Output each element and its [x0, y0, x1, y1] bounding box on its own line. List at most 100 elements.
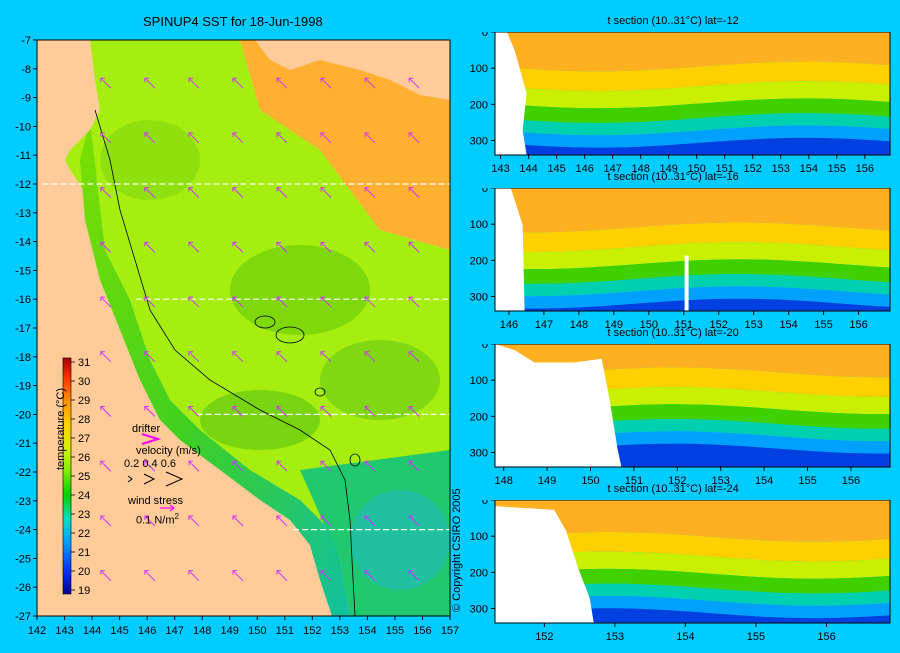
wind-arrowhead [364, 351, 370, 356]
section-plot: 0 100 200 300 152 153 154 155 156 [470, 500, 891, 643]
lon-tick-label: 143 [491, 163, 509, 175]
map-y-tick-label: -9 [21, 93, 31, 105]
wind-arrowhead [320, 515, 326, 520]
depth-tick-label: 0 [482, 32, 488, 39]
temperature-layer [495, 298, 890, 311]
wind-stress-legend-arrow [160, 504, 175, 512]
depth-tick-label: 0 [482, 344, 488, 351]
wind-arrowhead [144, 296, 149, 302]
wind-arrowhead [276, 515, 282, 520]
wind-arrow [364, 132, 376, 144]
wind-arrow [408, 132, 420, 144]
temperature-layer [495, 61, 890, 91]
temperature-layer [495, 286, 890, 309]
temperature-layer [495, 583, 890, 606]
lon-tick-label: 148 [631, 163, 649, 175]
map-x-tick-label: 153 [331, 625, 349, 637]
wind-arrowhead [320, 406, 326, 411]
depth-tick-label: 0 [482, 188, 488, 195]
wind-arrow [188, 515, 200, 527]
temperature-layer [495, 32, 890, 72]
wind-arrowhead [100, 132, 105, 137]
temperature-layer [495, 81, 890, 109]
lon-tick-label: 151 [625, 475, 643, 487]
map-y-tick-label: -26 [15, 582, 31, 594]
colorbar-tick-label: 29 [78, 395, 90, 407]
map-x-tick-label: 154 [358, 625, 376, 637]
depth-tick-label: 0 [482, 500, 488, 507]
coastal-shelf-water [80, 120, 350, 616]
wind-arrowhead [408, 132, 414, 137]
colorbar-tick-label: 27 [78, 433, 90, 445]
wind-arrowhead [188, 570, 193, 575]
wind-arrow [188, 77, 200, 89]
wind-arrow [276, 77, 288, 89]
lon-tick-label: 152 [668, 475, 686, 487]
wind-arrowhead [188, 406, 193, 411]
wind-arrowhead [320, 241, 326, 247]
map-y-tick-label: -27 [15, 611, 31, 623]
lon-tick-label: 154 [779, 319, 797, 331]
wind-arrowhead [232, 187, 237, 192]
wind-arrow [100, 570, 112, 582]
wind-arrow [100, 187, 112, 198]
wind-arrowhead [232, 570, 237, 575]
temperature-layer [495, 596, 890, 619]
wind-arrow [364, 296, 376, 308]
map-y-tick-label: -24 [15, 525, 31, 537]
wind-arrow [276, 351, 288, 363]
wind-arrow [188, 406, 200, 417]
wind-arrow [364, 187, 376, 198]
section-title: t section (10..31°C) lat=-24 [607, 483, 739, 495]
papua-new-guinea-land [255, 40, 450, 100]
map-x-tick-label: 155 [386, 625, 404, 637]
map-x-tick-label: 156 [413, 625, 431, 637]
wind-arrowhead [408, 296, 414, 302]
wind-arrow [100, 460, 112, 472]
eddy-region [230, 245, 370, 335]
colorbar-tick-label: 19 [78, 585, 90, 597]
depth-tick-label: 100 [470, 219, 488, 231]
lon-tick-label: 151 [675, 319, 693, 331]
wind-arrowhead [232, 77, 237, 83]
wind-arrow [144, 460, 156, 472]
lon-tick-label: 148 [495, 475, 513, 487]
wind-arrow [188, 351, 200, 363]
lon-tick-label: 152 [710, 319, 728, 331]
colorbar-tick-label: 28 [78, 414, 90, 426]
lon-tick-label: 154 [676, 631, 694, 643]
wind-arrow [276, 132, 288, 144]
wind-arrowhead [408, 187, 414, 192]
lon-tick-label: 144 [519, 163, 537, 175]
wind-arrowhead [364, 515, 370, 520]
wind-arrow [320, 132, 332, 144]
wind-arrow [276, 242, 288, 253]
wind-arrow [100, 406, 112, 417]
wind-arrow [144, 351, 156, 363]
wind-arrow [144, 296, 156, 308]
wind-arrow [144, 406, 156, 417]
wind-arrow [232, 351, 244, 363]
lon-tick-label: 152 [535, 631, 553, 643]
wind-arrow [144, 132, 156, 144]
wind-arrow [408, 351, 420, 363]
wind-arrow [320, 242, 332, 253]
colorbar-tick-label: 30 [78, 376, 90, 388]
depth-tick-label: 100 [470, 63, 488, 75]
seafloor-mask [495, 32, 527, 155]
wind-arrowhead [276, 570, 282, 575]
section-plot: 0 100 200 300 146 147 148 149 150 151 152 153 154 155… [470, 188, 891, 331]
map-x-tick-label: 146 [138, 625, 156, 637]
wind-arrow [364, 77, 376, 89]
lon-tick-label: 150 [640, 319, 658, 331]
lon-tick-label: 155 [747, 631, 765, 643]
lon-tick-label: 150 [688, 163, 706, 175]
wind-arrow [144, 187, 156, 198]
wind-stress-legend-label: wind stress [128, 495, 184, 507]
wind-arrowhead [364, 77, 370, 83]
wind-arrowhead [144, 241, 149, 247]
lon-tick-label: 149 [538, 475, 556, 487]
wind-arrowhead [188, 296, 193, 302]
lon-tick-label: 153 [744, 319, 762, 331]
wind-arrow [100, 351, 112, 363]
